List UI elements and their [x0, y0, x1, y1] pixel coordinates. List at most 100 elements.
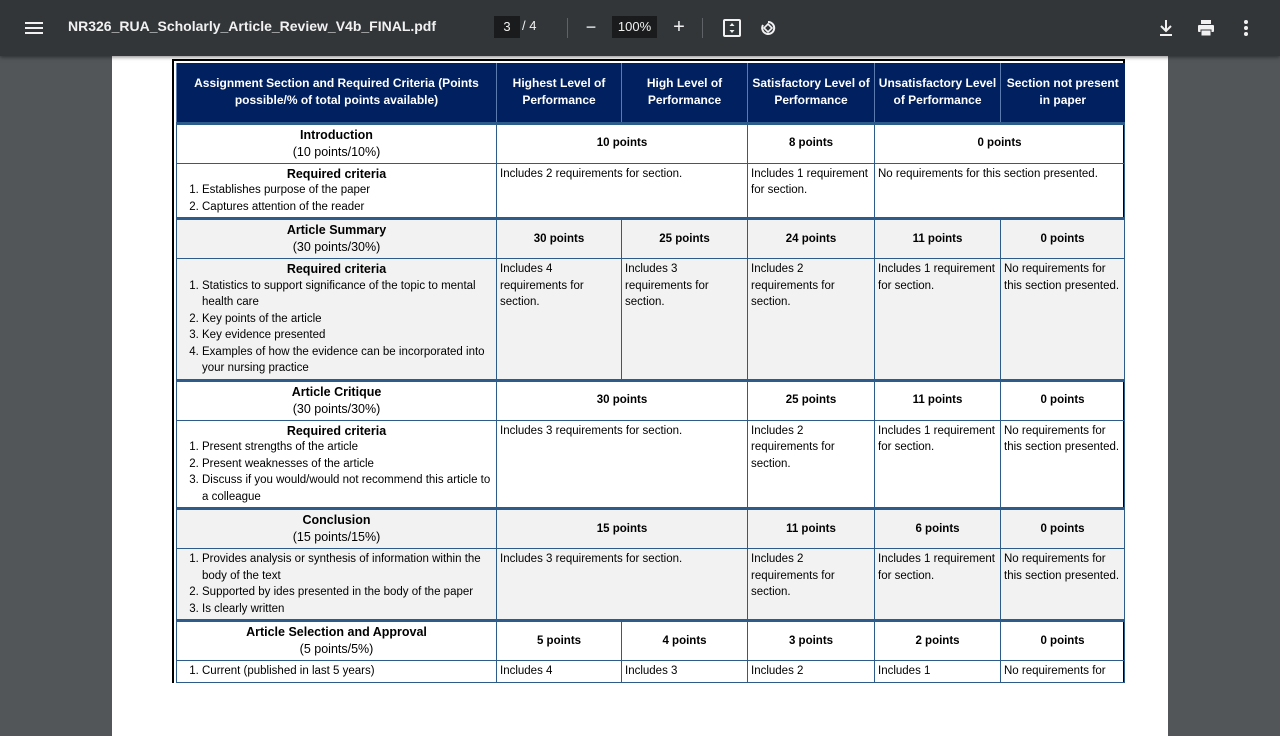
description-cell: Includes 1 requirement for section. [874, 258, 1001, 381]
rubric-table: Assignment Section and Required Criteria… [172, 59, 1125, 683]
column-header: Assignment Section and Required Criteria… [176, 63, 497, 123]
criteria-list: Provides analysis or synthesis of inform… [180, 551, 493, 617]
section-points-possible: (5 points/5%) [299, 642, 374, 656]
column-header: Section not present in paper [1000, 63, 1125, 123]
criteria-cell: Required criteriaEstablishes purpose of … [176, 162, 497, 219]
criteria-heading: Required criteria [286, 423, 387, 438]
description-cell: No requirements for this section present… [1000, 419, 1125, 509]
section-points-possible: (10 points/10%) [292, 144, 381, 159]
points-cell: 4 points [621, 620, 748, 661]
zoom-input[interactable]: 100% [612, 16, 657, 38]
criteria-item: Statistics to support significance of th… [202, 278, 493, 311]
criteria-heading: Required criteria [286, 166, 387, 181]
criteria-list: Statistics to support significance of th… [180, 278, 493, 377]
description-cell: Includes 1 requirement for section. [874, 548, 1001, 621]
section-name-cell: Introduction (10 points/10%) [176, 122, 497, 164]
criteria-item: Discuss if you would/would not recommend… [202, 472, 493, 505]
section-name: Article Summary [286, 223, 387, 237]
description-cell: Includes 1 requirement for section. [874, 419, 1001, 509]
criteria-cell: Required criteriaPresent strengths of th… [176, 419, 497, 509]
section-name-cell: Article Selection and Approval (5 points/… [176, 620, 497, 661]
criteria-item: Key points of the article [202, 311, 493, 328]
description-cell: Includes 4 [496, 660, 622, 683]
section-name: Article Critique [291, 384, 382, 399]
description-cell: Includes 2 requirements for section. [496, 162, 748, 219]
pdf-page: Assignment Section and Required Criteria… [112, 56, 1168, 736]
section-name-cell: Article Critique (30 points/30%) [176, 379, 497, 421]
criteria-cell: Required criteria Statistics to support s… [176, 258, 497, 381]
section-points-row: Article Summary (30 points/30%) 30 points 2… [176, 218, 1125, 259]
column-header: High Level of Performance [621, 63, 748, 123]
section-points-possible: (30 points/30%) [292, 240, 381, 254]
criteria-item: Current (published in last 5 years) [202, 663, 493, 680]
pdf-toolbar: NR326_RUA_Scholarly_Article_Review_V4b_F… [0, 0, 1280, 56]
points-cell: 8 points [747, 122, 875, 164]
points-cell: 30 points [496, 379, 748, 421]
criteria-list: Current (published in last 5 years) [180, 663, 493, 680]
section-points-row: Conclusion (15 points/15%) 15 points 11 poi… [176, 508, 1125, 549]
section-criteria-row: Required criteria Statistics to support s… [176, 258, 1125, 381]
points-cell: 11 points [874, 379, 1001, 421]
points-cell: 0 points [1000, 379, 1125, 421]
points-cell: 0 points [1000, 218, 1125, 259]
criteria-item: Key evidence presented [202, 327, 493, 344]
column-header: Satisfactory Level of Performance [747, 63, 875, 123]
download-icon[interactable] [1154, 16, 1178, 40]
description-cell: No requirements for [1000, 660, 1125, 683]
criteria-item: Is clearly written [202, 601, 493, 618]
criteria-item: Examples of how the evidence can be inco… [202, 344, 493, 377]
section-points-possible: (30 points/30%) [292, 401, 381, 416]
section-points-row: Article Selection and Approval (5 points/… [176, 620, 1125, 661]
criteria-item: Present strengths of the article [202, 439, 493, 456]
section-name: Introduction [300, 127, 373, 142]
points-cell: 11 points [874, 218, 1001, 259]
points-cell: 11 points [747, 508, 875, 549]
description-cell: Includes 2 requirements for section. [747, 548, 875, 621]
criteria-item: Supported by ides presented in the body … [202, 584, 493, 601]
criteria-item: Establishes purpose of the paper [202, 182, 493, 199]
page-count: / 4 [522, 18, 537, 33]
criteria-item: Present weaknesses of the article [202, 456, 493, 473]
menu-icon[interactable] [22, 16, 46, 40]
points-cell: 2 points [874, 620, 1001, 661]
description-cell: Includes 2 requirements for section. [747, 258, 875, 381]
rotate-icon[interactable] [756, 16, 780, 40]
print-icon[interactable] [1194, 16, 1218, 40]
description-cell: No requirements for this section present… [874, 162, 1125, 219]
page-number-input[interactable]: 3 [494, 16, 520, 38]
section-points-row: Introduction (10 points/10%) 10 points 8 po… [176, 122, 1125, 164]
section-criteria-row: Required criteriaEstablishes purpose of … [176, 162, 1125, 219]
zoom-out-button[interactable]: − [585, 16, 597, 37]
criteria-item: Provides analysis or synthesis of inform… [202, 551, 493, 584]
column-header: Unsatisfactory Level of Performance [874, 63, 1001, 123]
section-name: Conclusion [302, 513, 371, 527]
section-name-cell: Conclusion (15 points/15%) [176, 508, 497, 549]
points-cell: 15 points [496, 508, 748, 549]
divider [702, 18, 703, 38]
description-cell: No requirements for this section present… [1000, 548, 1125, 621]
column-header: Highest Level of Performance [496, 63, 622, 123]
description-cell: Includes 3 requirements for section. [496, 548, 748, 621]
section-name: Article Selection and Approval [246, 625, 427, 639]
more-options-icon[interactable] [1234, 16, 1258, 40]
document-title: NR326_RUA_Scholarly_Article_Review_V4b_F… [68, 18, 437, 34]
section-points-possible: (15 points/15%) [292, 530, 381, 544]
description-cell: No requirements for this section present… [1000, 258, 1125, 381]
criteria-list: Present strengths of the articlePresent … [180, 439, 493, 505]
points-cell: 5 points [496, 620, 622, 661]
description-cell: Includes 4 requirements for section. [496, 258, 622, 381]
criteria-cell: Provides analysis or synthesis of inform… [176, 548, 497, 621]
points-cell: 25 points [747, 379, 875, 421]
points-cell: 25 points [621, 218, 748, 259]
fit-page-icon[interactable] [720, 16, 744, 40]
criteria-item: Captures attention of the reader [202, 199, 493, 216]
points-cell: 0 points [874, 122, 1125, 164]
points-cell: 10 points [496, 122, 748, 164]
zoom-in-button[interactable]: + [673, 15, 685, 38]
description-cell: Includes 1 requirement for section. [747, 162, 875, 219]
points-cell: 24 points [747, 218, 875, 259]
criteria-cell: Current (published in last 5 years) [176, 660, 497, 683]
section-points-row: Article Critique (30 points/30%) 30 points… [176, 379, 1125, 421]
description-cell: Includes 3 requirements for section. [496, 419, 748, 509]
section-criteria-row: Required criteriaPresent strengths of th… [176, 419, 1125, 509]
